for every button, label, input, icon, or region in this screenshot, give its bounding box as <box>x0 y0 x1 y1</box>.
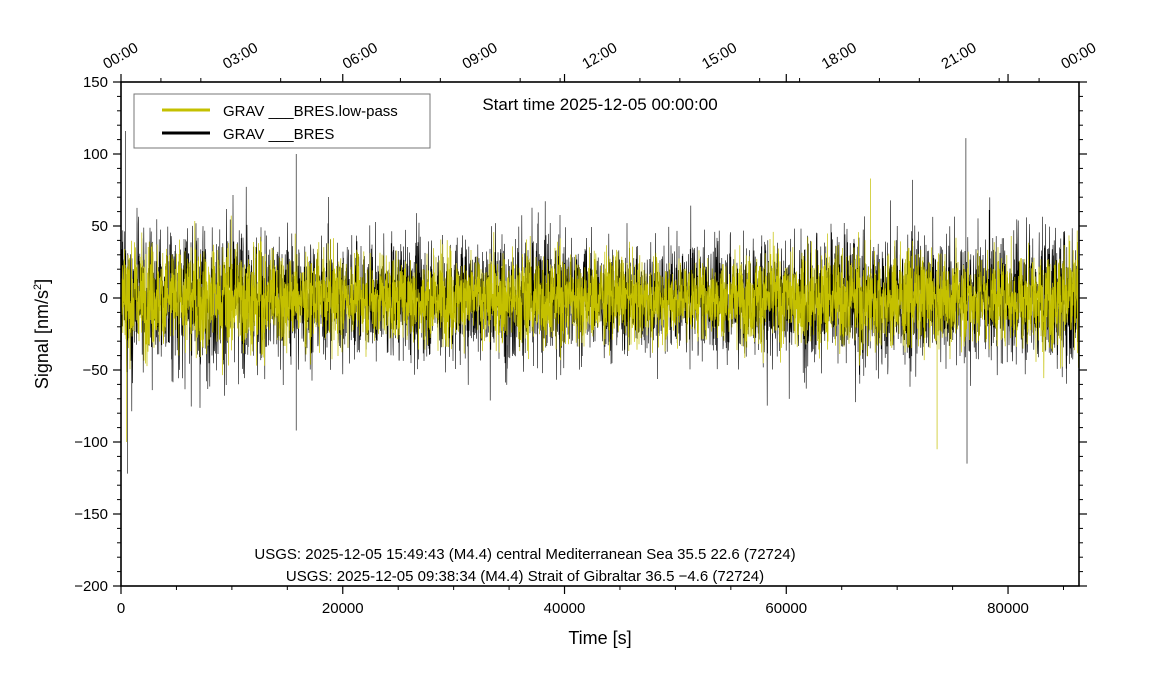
legend: GRAV ___BRES.low-pass GRAV ___BRES <box>133 93 431 149</box>
x-axis-title: Time [s] <box>568 628 631 648</box>
legend-label-lowpass: GRAV ___BRES.low-pass <box>223 103 398 120</box>
y-tick-label: 100 <box>83 146 108 163</box>
x-tick-label: 80000 <box>987 600 1029 617</box>
start-time-label: Start time 2025-12-05 00:00:00 <box>482 95 717 114</box>
series-line-raw <box>120 130 1080 474</box>
y-tick-label: 150 <box>83 74 108 91</box>
legend-box <box>133 93 431 149</box>
y-tick-label: −100 <box>74 434 108 451</box>
plot-traces <box>120 130 1080 474</box>
x-tick-label: 20000 <box>322 600 364 617</box>
y-axis-title: Signal [nm/s2] <box>32 279 52 389</box>
legend-label-raw: GRAV ___BRES <box>223 126 334 143</box>
x-tick-label: 60000 <box>765 600 807 617</box>
y-tick-label: −150 <box>74 506 108 523</box>
y-axis-title-sup: 2 <box>32 284 44 290</box>
y-tick-label: −50 <box>83 362 108 379</box>
plot-frame <box>120 81 1080 587</box>
y-tick-label: 0 <box>100 290 108 307</box>
annotation-quake-gibraltar: USGS: 2025-12-05 09:38:34 (M4.4) Strait … <box>286 568 764 585</box>
y-tick-label: 50 <box>91 218 108 235</box>
x-tick-label: 0 <box>117 600 125 617</box>
y-axis-title-main: Signal [nm/s <box>32 290 52 389</box>
y-axis-title-close: ] <box>32 279 52 284</box>
series-line-lowpass <box>120 178 1080 450</box>
annotation-quake-mediterranean: USGS: 2025-12-05 15:49:43 (M4.4) central… <box>254 546 795 563</box>
x-tick-label: 40000 <box>544 600 586 617</box>
y-tick-label: −200 <box>74 578 108 595</box>
